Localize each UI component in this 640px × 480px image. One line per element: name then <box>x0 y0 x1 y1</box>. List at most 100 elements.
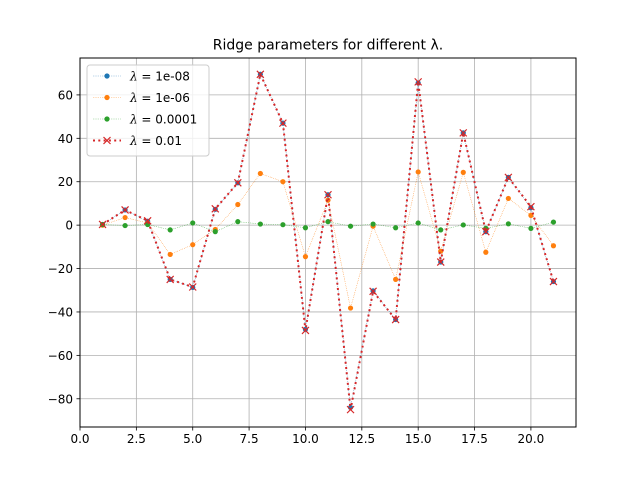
legend-label: λ = 0.0001 <box>129 113 197 127</box>
legend-lambda-symbol: λ <box>129 134 138 148</box>
chart-title: Ridge parameters for different λ. <box>213 38 443 54</box>
y-tick-label: −20 <box>48 262 73 276</box>
data-point-x-marker <box>549 277 558 286</box>
x-marker-stroke <box>414 77 423 86</box>
series-4 <box>98 70 558 414</box>
y-tick-label: 0 <box>65 219 73 233</box>
data-point-x-marker <box>504 173 513 182</box>
series-layer <box>98 70 558 414</box>
legend-lambda-value: = 0.01 <box>138 134 182 148</box>
data-point-x-marker <box>369 287 378 296</box>
data-point <box>104 94 110 101</box>
data-point-x-marker <box>278 119 287 128</box>
data-point <box>528 225 534 231</box>
series-line <box>102 221 554 232</box>
data-point <box>347 223 354 229</box>
x-marker-stroke <box>233 178 242 187</box>
y-tick-label: 40 <box>58 132 73 146</box>
data-point-x-marker <box>103 136 111 145</box>
data-point <box>550 243 557 249</box>
legend-entry-3: λ = 0.0001 <box>93 113 197 127</box>
x-marker-stroke <box>346 405 355 414</box>
x-marker-stroke <box>278 119 287 128</box>
data-point <box>393 225 399 231</box>
x-marker-stroke <box>324 190 332 199</box>
legend-entry-1: λ = 1e-08 <box>93 70 190 84</box>
data-point <box>190 220 196 226</box>
data-point-x-marker <box>391 315 400 324</box>
data-point-x-marker <box>436 258 445 266</box>
data-point <box>438 227 444 233</box>
series-3 <box>99 219 557 235</box>
x-marker-stroke <box>166 275 175 284</box>
data-point-x-marker <box>346 405 355 414</box>
data-point-x-marker <box>526 202 535 211</box>
x-marker-stroke <box>121 206 130 214</box>
data-point-x-marker <box>166 275 175 284</box>
legend-lambda-value: = 1e-06 <box>138 91 190 105</box>
y-tick-label: −40 <box>48 305 73 319</box>
data-point <box>415 220 421 226</box>
data-point-x-marker <box>121 206 130 214</box>
legend-entry-2: λ = 1e-06 <box>93 91 190 105</box>
x-tick-label: 0.0 <box>70 432 89 446</box>
x-marker-stroke <box>98 220 107 229</box>
data-point-x-marker <box>414 77 423 86</box>
x-marker-stroke <box>459 128 468 137</box>
ticks: 0.0 2.5 5.0 7.5 10.0 12.5 15.0 17.5 20.0 −80 −60 −4… <box>48 88 545 446</box>
data-point <box>302 254 309 260</box>
x-marker-stroke <box>504 173 513 182</box>
x-marker-stroke <box>211 204 220 213</box>
legend-label: λ = 0.01 <box>129 134 182 148</box>
data-point <box>167 251 173 258</box>
data-point-x-marker <box>324 190 332 199</box>
data-point-x-marker <box>188 283 197 291</box>
y-tick-label: 20 <box>58 175 73 189</box>
legend-lambda-value: = 1e-08 <box>138 70 190 84</box>
data-point <box>393 276 399 282</box>
data-point <box>257 221 263 227</box>
data-point <box>460 222 466 228</box>
data-point <box>104 73 110 79</box>
data-point <box>212 229 218 235</box>
data-point <box>280 179 286 185</box>
x-tick-label: 10.0 <box>292 432 319 446</box>
series-line <box>102 171 554 309</box>
data-point-x-marker <box>98 220 107 229</box>
data-point <box>257 170 263 177</box>
x-marker-stroke <box>436 258 445 266</box>
x-marker-stroke <box>526 202 535 211</box>
x-tick-label: 2.5 <box>127 432 146 446</box>
data-point <box>122 214 128 221</box>
data-point-x-marker <box>481 227 490 236</box>
x-marker-stroke <box>369 287 378 296</box>
data-point <box>167 227 173 233</box>
x-marker-stroke <box>391 315 400 324</box>
data-point <box>550 219 557 225</box>
data-point <box>190 242 196 248</box>
x-marker-stroke <box>481 227 490 236</box>
x-tick-label: 15.0 <box>405 432 432 446</box>
x-tick-label: 5.0 <box>183 432 202 446</box>
legend-label: λ = 1e-08 <box>129 70 190 84</box>
data-point-x-marker <box>301 326 310 335</box>
y-tick-label: 60 <box>58 88 73 102</box>
data-point <box>235 201 241 208</box>
x-tick-label: 17.5 <box>461 432 488 446</box>
y-tick-label: −80 <box>48 392 73 406</box>
x-tick-label: 12.5 <box>348 432 375 446</box>
y-tick-label: −60 <box>48 349 73 363</box>
x-tick-label: 20.0 <box>518 432 545 446</box>
data-point-x-marker <box>143 216 152 225</box>
data-point <box>325 219 331 225</box>
x-marker-stroke <box>301 326 310 335</box>
data-point <box>505 221 511 227</box>
legend-lambda-symbol: λ <box>129 91 138 105</box>
data-point <box>347 305 354 311</box>
legend-lambda-value: = 0.0001 <box>138 113 198 127</box>
x-marker-stroke <box>103 136 111 145</box>
legend-label: λ = 1e-06 <box>129 91 190 105</box>
axes-frame <box>79 57 577 428</box>
